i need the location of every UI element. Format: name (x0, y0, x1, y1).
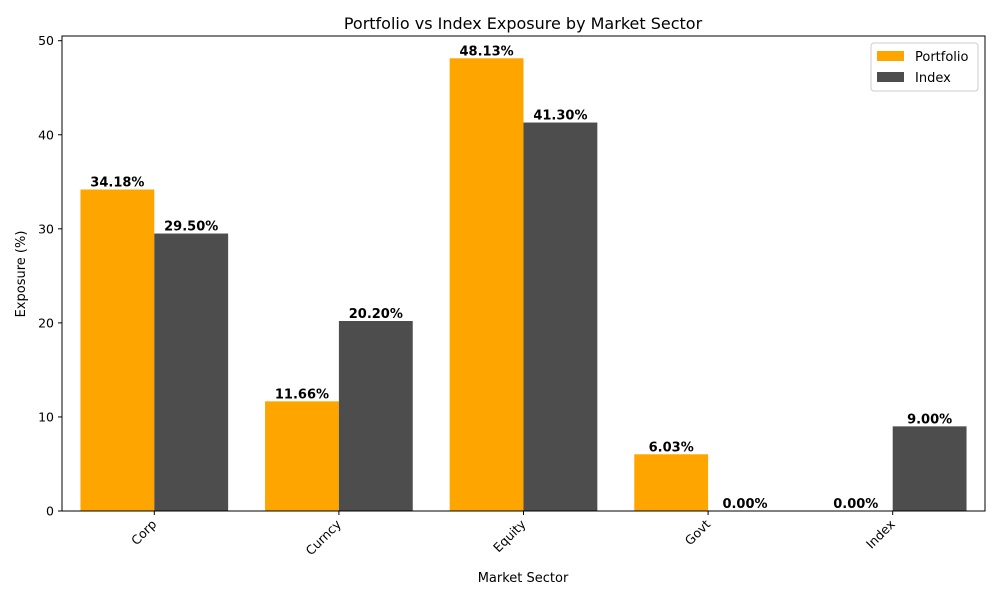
legend-label-portfolio: Portfolio (915, 50, 969, 65)
data-label-index-index: 9.00% (907, 412, 952, 427)
y-tick-label: 10 (38, 409, 54, 424)
y-axis-title: Exposure (%) (14, 231, 29, 318)
data-label-portfolio-govt: 6.03% (649, 440, 694, 455)
data-label-index-curncy: 20.20% (349, 307, 403, 322)
x-tick-label: Corp (128, 516, 159, 547)
bar-portfolio-govt (634, 454, 709, 511)
chart-title: Portfolio vs Index Exposure by Market Se… (344, 14, 703, 33)
bars-layer (80, 58, 967, 511)
bar-index-equity (523, 122, 598, 511)
bar-index-corp (154, 233, 229, 511)
x-tick-label: Equity (490, 516, 529, 555)
data-label-index-corp: 29.50% (164, 220, 218, 235)
bar-index-curncy (338, 321, 413, 511)
x-axis-title: Market Sector (478, 571, 569, 586)
x-tick-label: Govt (682, 516, 714, 548)
data-label-portfolio-equity: 48.13% (460, 44, 514, 59)
data-label-portfolio-corp: 34.18% (90, 176, 144, 191)
legend-label-index: Index (915, 71, 951, 86)
y-tick-label: 20 (38, 315, 54, 330)
x-tick-label: Curncy (302, 516, 344, 558)
legend: Portfolio Index (870, 42, 979, 92)
y-tick-label: 40 (38, 127, 54, 142)
bar-index-index (892, 426, 967, 511)
bar-portfolio-curncy (265, 401, 339, 511)
data-labels-layer: 34.18% 11.66% 48.13% 6.03% 0.00% 29.50% 20.20%… (90, 44, 952, 512)
legend-swatch-portfolio (877, 51, 904, 61)
data-label-portfolio-curncy: 11.66% (275, 387, 329, 402)
data-label-index-equity: 41.30% (533, 109, 587, 124)
x-tick-label: Index (863, 517, 898, 552)
y-tick-label: 0 (46, 504, 54, 519)
data-label-portfolio-index: 0.00% (833, 497, 878, 512)
legend-swatch-index (877, 72, 904, 82)
bar-portfolio-corp (80, 189, 155, 511)
bar-portfolio-equity (449, 58, 524, 511)
y-tick-label: 50 (38, 33, 54, 48)
data-label-index-govt: 0.00% (722, 497, 767, 512)
y-tick-label: 30 (38, 221, 54, 236)
